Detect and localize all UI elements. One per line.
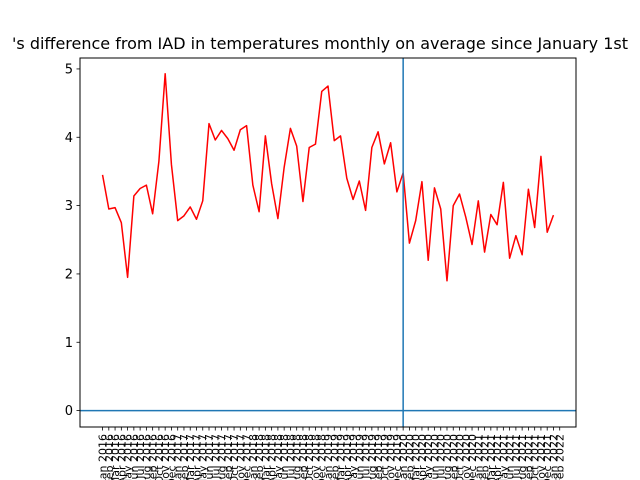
x-tick-label: Dec 2020 bbox=[466, 434, 479, 480]
x-tick-label: Oct 2016 bbox=[153, 434, 166, 480]
x-tick-label: Dec 2019 bbox=[391, 434, 404, 480]
y-tick-label: 4 bbox=[65, 131, 73, 146]
x-tick-label: Nov 2018 bbox=[309, 434, 322, 480]
x-tick-label: Jul 2021 bbox=[510, 434, 523, 480]
x-tick-label: Dec 2018 bbox=[316, 434, 329, 480]
x-tick-label: May 2017 bbox=[197, 434, 210, 480]
x-tick-label: Mar 2016 bbox=[109, 434, 122, 480]
x-tick-label: Jul 2017 bbox=[209, 434, 222, 480]
x-tick-label: Aug 2016 bbox=[140, 434, 153, 480]
x-tick-label: Jun 2017 bbox=[203, 434, 216, 480]
x-tick-label: Jan 2019 bbox=[322, 434, 335, 480]
y-tick-label: 3 bbox=[65, 199, 73, 214]
y-tick-label: 1 bbox=[65, 336, 73, 351]
x-tick-label: Mar 2020 bbox=[410, 434, 423, 480]
x-tick-label: Nov 2016 bbox=[159, 434, 172, 480]
x-tick-label: Jul 2019 bbox=[360, 434, 373, 480]
x-tick-label: Jun 2020 bbox=[428, 434, 441, 480]
x-tick-label: Sep 2021 bbox=[522, 434, 535, 480]
x-tick-label: Jan 2020 bbox=[397, 434, 410, 480]
x-tick-label: Mar 2019 bbox=[335, 434, 348, 480]
x-tick-label: Aug 2019 bbox=[366, 434, 379, 480]
x-tick-label: Jul 2018 bbox=[284, 434, 297, 480]
x-tick-label: Oct 2021 bbox=[529, 434, 542, 480]
x-tick-label: Apr 2021 bbox=[491, 434, 504, 480]
x-tick-label: Sep 2020 bbox=[447, 434, 460, 480]
x-tick-label: Jul 2016 bbox=[134, 434, 147, 480]
x-tick-label: Oct 2020 bbox=[454, 434, 467, 480]
x-tick-label: Dec 2016 bbox=[165, 434, 178, 480]
x-tick-label: Feb 2022 bbox=[554, 434, 567, 480]
plot-frame bbox=[79, 57, 577, 428]
x-tick-label: Dec 2021 bbox=[541, 434, 554, 480]
x-tick-label: Nov 2019 bbox=[385, 434, 398, 480]
x-tick-label: Feb 2019 bbox=[328, 434, 341, 480]
x-tick-label: Feb 2021 bbox=[479, 434, 492, 480]
x-tick-label: Apr 2016 bbox=[115, 434, 128, 480]
x-tick-label: Jun 2019 bbox=[353, 434, 366, 480]
x-tick-label: Oct 2017 bbox=[228, 434, 241, 480]
x-tick-label: Sep 2018 bbox=[297, 434, 310, 480]
x-tick-label: May 2021 bbox=[497, 434, 510, 480]
x-tick-label: Feb 2016 bbox=[103, 434, 116, 480]
x-tick-label: Aug 2021 bbox=[516, 434, 529, 480]
x-tick-label: Jun 2018 bbox=[278, 434, 291, 480]
x-tick-label: Jun 2016 bbox=[128, 434, 141, 480]
x-tick-label: Feb 2018 bbox=[253, 434, 266, 480]
x-tick-label: Jan 2021 bbox=[472, 434, 485, 480]
x-tick-label: Sep 2016 bbox=[147, 434, 160, 480]
x-tick-label: Feb 2020 bbox=[403, 434, 416, 480]
x-tick-label: Aug 2020 bbox=[441, 434, 454, 480]
x-tick-label: May 2019 bbox=[347, 434, 360, 480]
x-tick-label: Apr 2019 bbox=[341, 434, 354, 480]
x-tick-label: Nov 2021 bbox=[535, 434, 548, 480]
y-tick-label: 0 bbox=[65, 404, 73, 419]
x-tick-label: Nov 2020 bbox=[460, 434, 473, 480]
x-tick-label: Sep 2017 bbox=[222, 434, 235, 480]
y-tick-label: 2 bbox=[65, 267, 73, 282]
x-tick-label: Sep 2019 bbox=[372, 434, 385, 480]
x-tick-label: Mar 2017 bbox=[184, 434, 197, 480]
x-tick-label: Aug 2017 bbox=[216, 434, 229, 480]
chart-title: 's difference from IAD in temperatures m… bbox=[12, 34, 628, 53]
x-tick-label: Mar 2021 bbox=[485, 434, 498, 480]
x-tick-label: Jan 2022 bbox=[547, 434, 560, 480]
x-tick-label: Apr 2020 bbox=[416, 434, 429, 480]
x-tick-label: Nov 2017 bbox=[234, 434, 247, 480]
y-tick-label: 5 bbox=[65, 62, 73, 77]
x-tick-label: Dec 2017 bbox=[241, 434, 254, 480]
temperature-difference-line bbox=[101, 72, 555, 282]
x-tick-label: Jul 2020 bbox=[435, 434, 448, 480]
x-tick-label: Apr 2017 bbox=[190, 434, 203, 480]
x-tick-label: Feb 2017 bbox=[178, 434, 191, 480]
x-tick-label: Apr 2018 bbox=[266, 434, 279, 480]
x-tick-label: Aug 2018 bbox=[291, 434, 304, 480]
x-tick-label: Jan 2018 bbox=[247, 434, 260, 480]
x-tick-label: Oct 2019 bbox=[378, 434, 391, 480]
x-tick-label: Jan 2016 bbox=[97, 434, 110, 480]
x-tick-label: Oct 2018 bbox=[303, 434, 316, 480]
x-tick-label: May 2018 bbox=[272, 434, 285, 480]
x-tick-label: May 2016 bbox=[122, 434, 135, 480]
x-tick-label: Mar 2018 bbox=[259, 434, 272, 480]
x-tick-label: Jun 2021 bbox=[504, 434, 517, 480]
x-tick-label: Jan 2017 bbox=[172, 434, 185, 480]
x-tick-label: May 2020 bbox=[422, 434, 435, 480]
